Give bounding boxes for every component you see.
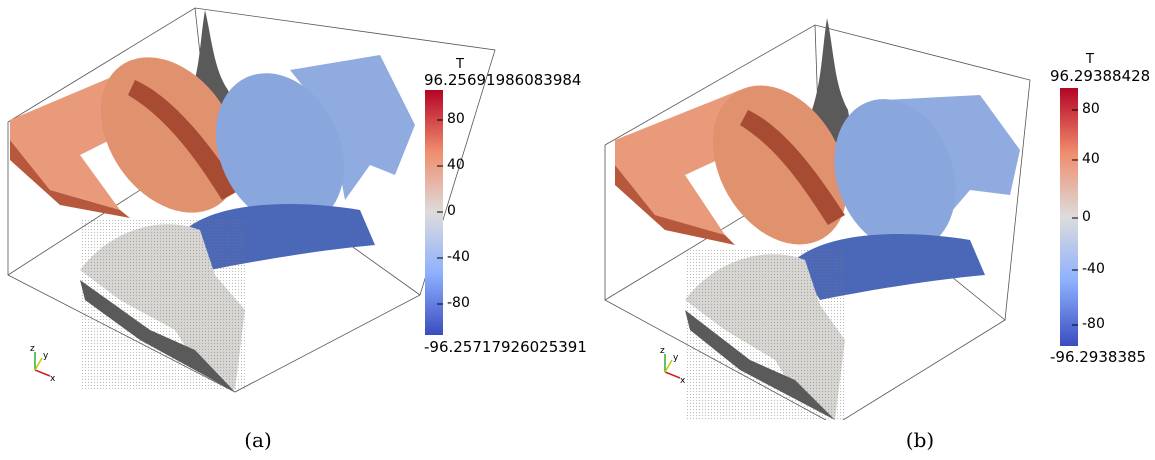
colorbar-tick-a: 0 <box>447 203 456 219</box>
colorbar-tick-b: 40 <box>1082 151 1100 167</box>
caption-a: (a) <box>244 428 272 452</box>
colorbar-min-label-b: -96.2938385 <box>1050 348 1147 366</box>
colorbar-tick-a: 40 <box>447 157 465 173</box>
colorbar-max-label-a: 96.25691986083984 <box>424 71 582 89</box>
colorbar-tick-b: -40 <box>1082 261 1105 277</box>
blue-ellipse-a <box>215 73 345 227</box>
colorbar-tick-b: -80 <box>1082 316 1105 332</box>
orange-rim-b <box>740 110 845 225</box>
gray-spike-b <box>812 18 852 150</box>
colorbar-b <box>1060 88 1078 346</box>
colorbar-title-a: T <box>456 57 464 72</box>
gray-base-a <box>80 280 235 392</box>
colorbar-tick-a: -80 <box>447 295 470 311</box>
colorbar-a <box>425 90 443 335</box>
panel-a: z y x T 96.25691986083984 80 40 0 -40 -8… <box>0 0 587 452</box>
colorbar-min-label-a: -96.25717926025391 <box>424 338 587 356</box>
colorbar-tick-b: 80 <box>1082 101 1100 117</box>
axis-label-z-a: z <box>30 344 35 354</box>
axis-label-x-b: x <box>680 376 686 386</box>
colorbar-title-b: T <box>1086 52 1094 67</box>
orange-rim-a <box>128 80 240 200</box>
axis-label-y-a: y <box>43 351 49 361</box>
axes-triad-b <box>664 354 681 379</box>
blue-sheet-a <box>290 55 415 200</box>
colorbar-tick-b: 0 <box>1082 209 1091 225</box>
axis-label-z-b: z <box>660 346 665 356</box>
orange-edge-a <box>10 140 130 218</box>
panel-b: z y x T 96.29388428 80 40 0 -40 -80 -96.… <box>590 0 1155 452</box>
blue-ellipse-b <box>834 99 956 251</box>
colorbar-max-label-b: 96.29388428 <box>1050 67 1151 85</box>
gray-base-b <box>685 310 835 420</box>
axis-label-x-a: x <box>50 374 56 384</box>
caption-b: (b) <box>905 428 935 452</box>
axis-label-y-b: y <box>673 353 679 363</box>
colorbar-tick-a: -40 <box>447 249 470 265</box>
axes-triad-a <box>34 352 51 377</box>
colorbar-tick-a: 80 <box>447 111 465 127</box>
volume-render-a: z y x <box>7 7 496 393</box>
orange-edge-b <box>615 165 735 245</box>
volume-render-b: z y x <box>604 18 1078 420</box>
